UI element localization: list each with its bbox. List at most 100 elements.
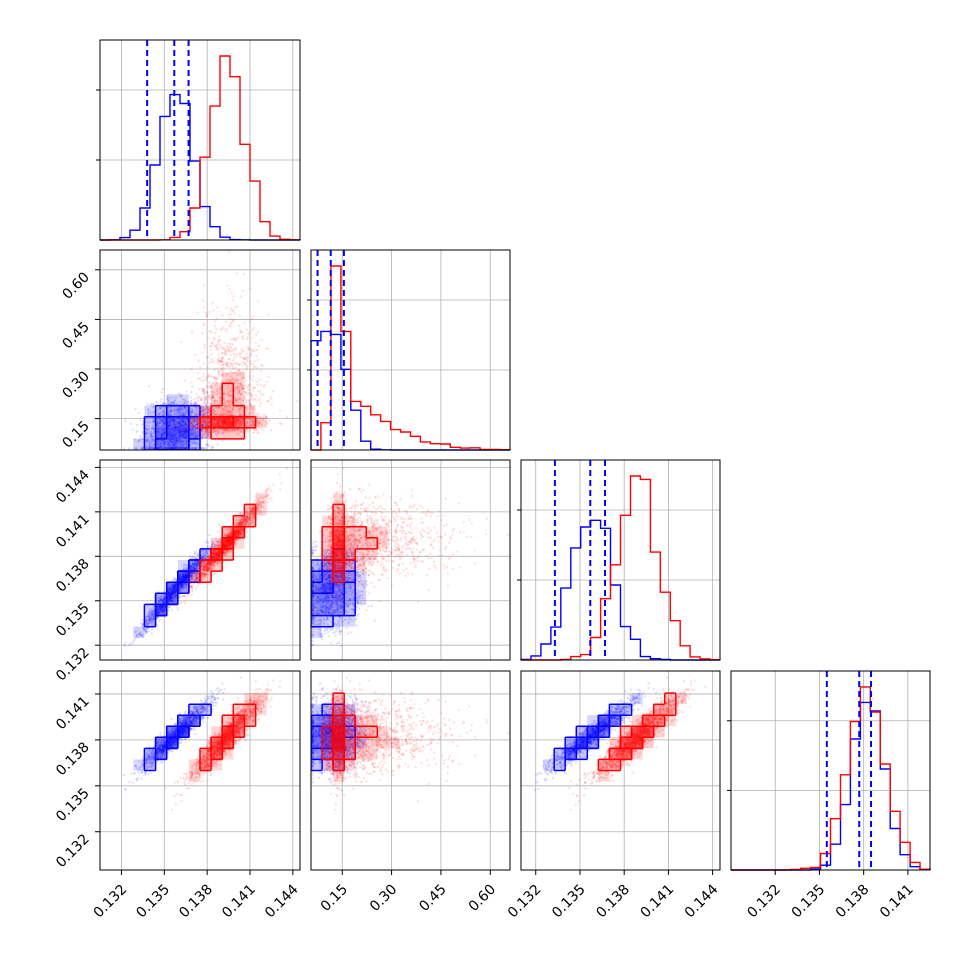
sample-point	[242, 375, 245, 378]
sample-point	[253, 386, 256, 390]
sample-point	[224, 363, 228, 366]
sample-point	[193, 420, 196, 423]
sample-point	[163, 418, 167, 421]
sample-point	[233, 379, 237, 382]
sample-point	[193, 434, 196, 437]
sample-point	[244, 357, 247, 360]
sample-point	[184, 566, 187, 570]
sample-point	[162, 428, 165, 431]
sample-point	[180, 585, 183, 588]
sample-point	[161, 425, 165, 428]
sample-point	[191, 565, 194, 568]
sample-point	[213, 400, 216, 403]
sample-point	[134, 631, 137, 634]
sample-point	[258, 421, 261, 425]
sample-point	[163, 431, 166, 435]
sample-point	[191, 432, 194, 435]
sample-point	[229, 430, 232, 433]
sample-point	[239, 295, 243, 298]
sample-point	[145, 622, 148, 625]
sample-point	[160, 599, 164, 602]
sample-point	[210, 542, 213, 545]
sample-point	[234, 420, 237, 423]
sample-point	[147, 408, 150, 412]
sample-point	[228, 429, 231, 432]
sample-point	[189, 564, 192, 567]
sample-point	[215, 412, 218, 416]
sample-point	[214, 320, 217, 323]
sample-point	[181, 413, 184, 417]
sample-point	[226, 428, 230, 431]
sample-point	[133, 638, 136, 641]
sample-point	[240, 393, 243, 396]
sample-point	[217, 359, 221, 362]
sample-point	[149, 614, 152, 617]
sample-point	[203, 393, 206, 396]
sample-point	[216, 443, 219, 446]
sample-point	[214, 382, 217, 385]
sample-point	[200, 429, 204, 432]
sample-point	[178, 415, 182, 418]
sample-point	[181, 585, 184, 588]
sample-point	[134, 447, 137, 450]
sample-point	[200, 416, 203, 420]
sample-point	[249, 287, 252, 290]
sample-point	[208, 329, 211, 333]
sample-point	[213, 543, 216, 546]
sample-point	[237, 418, 240, 421]
density-cell	[155, 427, 167, 439]
sample-point	[265, 416, 268, 419]
sample-point	[202, 413, 205, 417]
sample-point	[217, 370, 220, 373]
sample-point	[241, 399, 245, 402]
sample-point	[148, 611, 152, 615]
sample-point	[230, 374, 233, 377]
sample-point	[243, 397, 247, 401]
sample-point	[175, 406, 179, 409]
sample-point	[217, 362, 221, 365]
sample-point	[191, 567, 194, 570]
sample-point	[160, 594, 163, 598]
sample-point	[192, 567, 195, 570]
density-cell	[188, 416, 200, 428]
sample-point	[200, 420, 203, 423]
sample-point	[201, 409, 204, 412]
sample-point	[250, 408, 253, 411]
sample-point	[200, 397, 204, 400]
sample-point	[196, 430, 199, 433]
sample-point	[196, 427, 200, 430]
sample-point	[190, 410, 194, 413]
sample-point	[194, 447, 197, 450]
sample-point	[180, 584, 184, 588]
sample-point	[210, 344, 213, 348]
sample-point	[139, 631, 142, 634]
sample-point	[149, 618, 152, 621]
sample-point	[162, 413, 165, 417]
sample-point	[178, 582, 181, 585]
sample-point	[247, 392, 251, 395]
sample-point	[145, 431, 148, 434]
sample-point	[252, 423, 256, 426]
sample-point	[164, 422, 167, 426]
sample-point	[259, 369, 262, 372]
sample-point	[192, 563, 196, 566]
sample-point	[145, 631, 148, 634]
sample-point	[185, 447, 188, 450]
sample-point	[238, 353, 241, 356]
sample-point	[238, 421, 241, 425]
sample-point	[207, 424, 210, 427]
sample-point	[191, 433, 194, 436]
sample-point	[184, 447, 188, 450]
sample-point	[194, 567, 198, 570]
sample-point	[221, 432, 225, 435]
sample-point	[189, 421, 193, 424]
sample-point	[192, 424, 195, 427]
sample-point	[204, 421, 207, 424]
sample-point	[235, 399, 238, 402]
sample-point	[216, 400, 220, 403]
sample-point	[193, 567, 196, 570]
sample-point	[194, 412, 198, 415]
sample-point	[202, 411, 206, 414]
sample-point	[219, 367, 223, 371]
sample-point	[231, 428, 235, 431]
